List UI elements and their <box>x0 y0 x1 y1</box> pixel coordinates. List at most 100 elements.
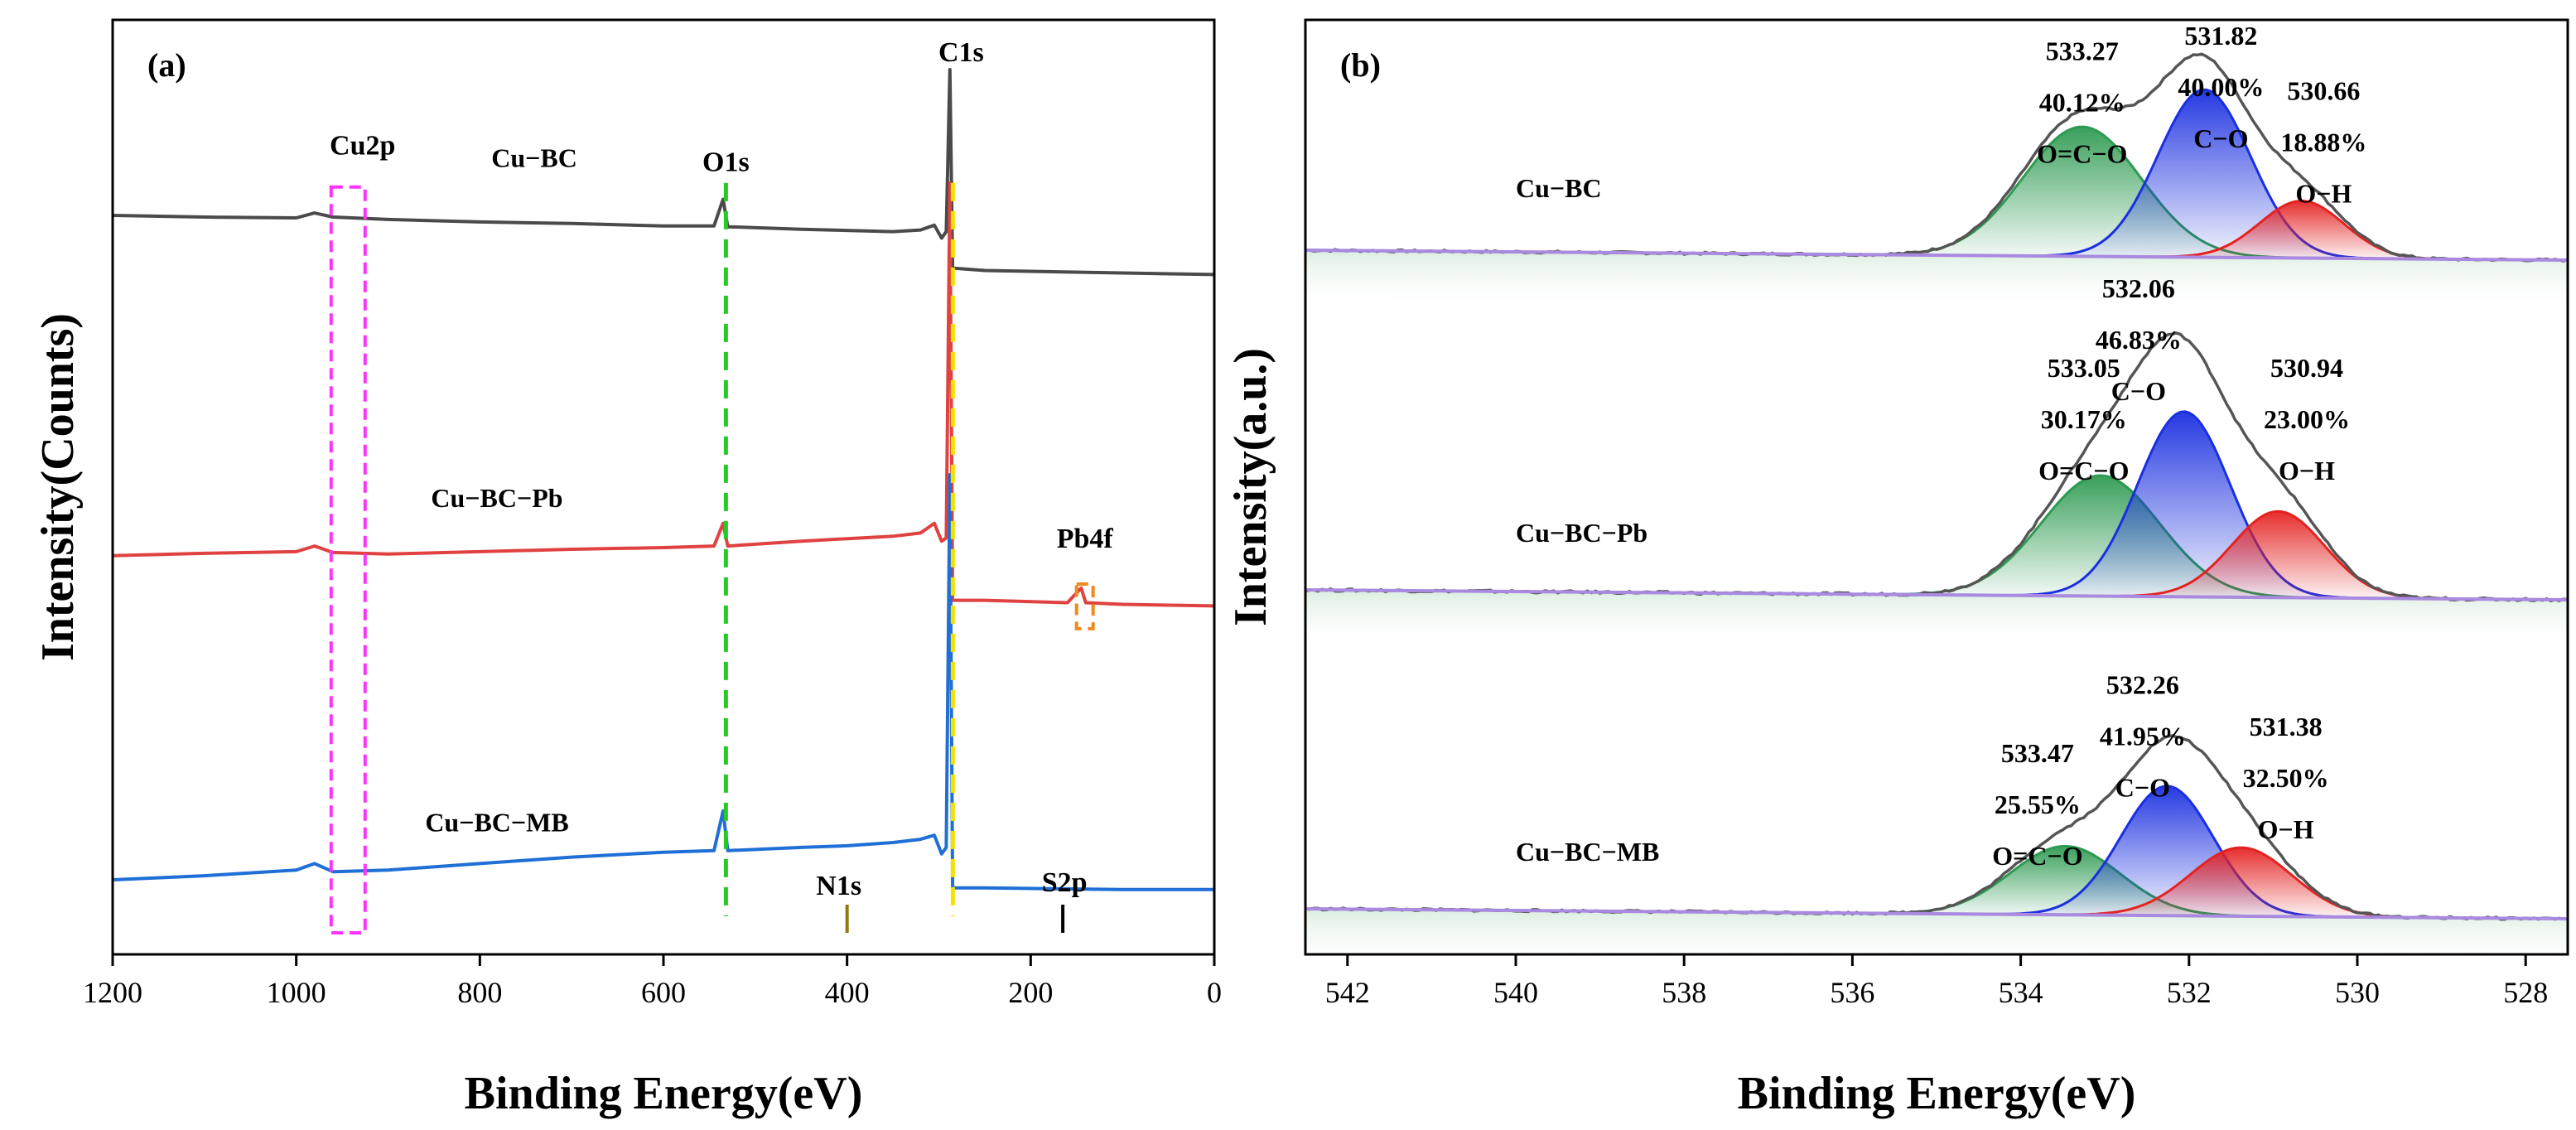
annotation-line: 23.00% <box>2264 404 2350 434</box>
peak-label-n1s: N1s <box>816 871 861 901</box>
envelope-line-cu-bc-pb <box>1305 331 2569 603</box>
fit-area-cu-bc-pb-o-h <box>2071 511 2484 600</box>
dashed-box-cu2p <box>329 185 367 934</box>
annotation-line: 533.47 <box>2001 738 2074 768</box>
fit-area-cu-bc-pb-o-c-o <box>1840 476 2366 599</box>
panel-b-x-tick-label: 542 <box>1325 976 1370 1009</box>
annotation-line: 25.55% <box>1995 790 2081 819</box>
annotation-line: O−H <box>2258 814 2314 844</box>
annotation-line: 530.94 <box>2270 353 2343 383</box>
annotation-cu-bc-mb-2: 531.38 32.50% O−H <box>2243 712 2329 844</box>
peak-label-cu2p: Cu2p <box>330 131 395 162</box>
annotation-line: 532.06 <box>2102 273 2175 303</box>
annotation-line: O=C−O <box>2038 456 2129 485</box>
peak-label-o1s: O1s <box>702 147 750 177</box>
annotation-line: 533.05 <box>2048 353 2120 383</box>
fit-area-cu-bc-o-h <box>2113 200 2488 260</box>
sample-label-cu-bc-pb: Cu−BC−Pb <box>1516 518 1647 548</box>
sample-haze-cu-bc-pb <box>1305 588 2568 650</box>
annotation-line: O−H <box>2279 456 2335 485</box>
panel-a-x-tick-label: 800 <box>457 976 502 1009</box>
annotation-cu-bc-0: 533.27 40.12% O=C−O <box>2037 36 2127 168</box>
panel-a-x-tick-label: 600 <box>641 976 686 1009</box>
series-line-cu-bc-mb <box>112 473 1214 891</box>
annotation-cu-bc-2: 530.66 18.88% O−H <box>2280 76 2366 209</box>
annotation-cu-bc-mb-1: 533.47 25.55% O=C−O <box>1992 738 2082 871</box>
panel-a-x-tick-label: 1000 <box>267 976 326 1009</box>
annotation-line: 32.50% <box>2243 763 2329 793</box>
panel-a-frame <box>111 18 1216 956</box>
panel-a-x-tick-label: 1200 <box>83 976 142 1009</box>
panel-a-label: (a) <box>147 46 186 84</box>
panel-b-x-tick-label: 530 <box>2335 976 2380 1009</box>
panel-b-x-tick-label: 532 <box>2167 976 2212 1009</box>
panel-a-x-ticks: 1200 1000 800 600 400 200 0 <box>83 954 1222 1009</box>
envelope-line-cu-bc-mb <box>1305 734 2569 921</box>
panel-a-x-tick-label: 0 <box>1207 976 1222 1009</box>
annotation-line: 40.12% <box>2039 87 2125 117</box>
panel-b-x-ticks: 542 540 538 536 534 532 530 528 <box>1325 954 2548 1009</box>
sample-label-cu-bc: Cu−BC <box>1516 173 1602 203</box>
panel-a-x-axis-title: Binding Energy(eV) <box>465 1068 863 1119</box>
fit-area-cu-bc-o-c-o <box>1818 127 2345 258</box>
panel-b-o1s-spectra: Cu−BC 533.27 40.12% O=C−O 531.82 40.00% C−O 530… <box>1225 18 2569 1119</box>
panel-b-x-tick-label: 528 <box>2503 976 2548 1009</box>
background-line-cu-bc-pb <box>1305 588 2569 601</box>
panel-a-series-group <box>112 68 1215 891</box>
annotation-line: C−O <box>2115 772 2170 802</box>
panel-a-x-tick-label: 200 <box>1008 976 1053 1009</box>
peak-label-pb4f: Pb4f <box>1057 524 1114 554</box>
peak-label-c1s: C1s <box>938 37 984 68</box>
panel-a-y-axis-title: Intensity(Counts) <box>32 313 84 661</box>
annotation-cu-bc-1: 531.82 40.00% C−O <box>2178 21 2264 153</box>
fit-area-cu-bc-mb-c-o <box>1961 785 2375 918</box>
annotation-line: 41.95% <box>2100 721 2186 751</box>
annotation-cu-bc-pb-0: 532.06 46.83% C−O <box>2096 273 2182 406</box>
annotation-line: 533.27 <box>2046 36 2119 65</box>
series-line-cu-bc <box>112 68 1215 277</box>
fit-area-cu-bc-c-o <box>2000 89 2412 259</box>
panel-a-x-tick-label: 400 <box>825 976 870 1009</box>
annotation-line: 18.88% <box>2280 128 2366 157</box>
panel-a-survey-spectra: Cu−BC Cu−BC−Pb Cu−BC−MB Cu2p O1s C1s N1s Pb4f S2… <box>32 18 1222 1119</box>
annotation-line: O=C−O <box>1992 841 2082 871</box>
annotation-line: 531.38 <box>2250 712 2323 741</box>
annotation-line: C−O <box>2111 376 2166 406</box>
panel-a-annotation-group: Cu−BC Cu−BC−Pb Cu−BC−MB Cu2p O1s C1s N1s Pb4f S2… <box>329 37 1114 934</box>
panel-b-label: (b) <box>1340 46 1381 84</box>
annotation-cu-bc-pb-2: 530.94 23.00% O−H <box>2264 353 2350 485</box>
annotation-line: 531.82 <box>2184 21 2257 51</box>
annotation-cu-bc-mb-0: 532.26 41.95% C−O <box>2100 669 2186 802</box>
panel-b-x-tick-label: 538 <box>1662 976 1706 1009</box>
annotation-cu-bc-pb-1: 533.05 30.17% O=C−O <box>2038 353 2129 485</box>
fit-area-cu-bc-mb-o-c-o <box>1822 846 2312 917</box>
annotation-line: C−O <box>2193 123 2248 153</box>
sample-label-cu-bc-mb: Cu−BC−MB <box>1516 837 1659 867</box>
annotation-line: 40.00% <box>2178 72 2264 102</box>
annotation-line: O=C−O <box>2037 138 2127 168</box>
annotation-line: 30.17% <box>2041 404 2127 434</box>
series-label-cu-bc-pb: Cu−BC−Pb <box>431 483 562 513</box>
background-line-cu-bc <box>1305 249 2569 262</box>
panel-b-frame <box>1304 18 2569 956</box>
series-label-cu-bc-mb: Cu−BC−MB <box>425 807 568 837</box>
fit-area-cu-bc-mb-o-h <box>2016 848 2467 918</box>
panel-b-x-axis-title: Binding Energy(eV) <box>1738 1068 2136 1119</box>
dashed-box-pb4f <box>1074 582 1095 630</box>
sample-haze-cu-bc <box>1305 249 2568 310</box>
peak-label-s2p: S2p <box>1042 867 1088 898</box>
fit-area-cu-bc-pb-c-o <box>1978 411 2391 599</box>
panel-a-plot-area: Cu−BC Cu−BC−Pb Cu−BC−MB Cu2p O1s C1s N1s Pb4f S2… <box>112 37 1215 934</box>
panel-b-y-axis-title: Intensity(a.u.) <box>1225 348 1276 626</box>
annotation-line: 530.66 <box>2287 76 2360 106</box>
background-line-cu-bc-mb <box>1305 907 2569 920</box>
envelope-line-cu-bc <box>1305 52 2569 263</box>
annotation-line: O−H <box>2295 179 2352 209</box>
series-label-cu-bc: Cu−BC <box>491 142 577 172</box>
panel-b-plot-area: Cu−BC 533.27 40.12% O=C−O 531.82 40.00% C−O 530… <box>1305 21 2569 968</box>
annotation-line: 46.83% <box>2096 325 2182 355</box>
panel-b-x-tick-label: 540 <box>1493 976 1538 1009</box>
series-line-cu-bc-pb <box>112 181 1215 608</box>
panel-b-x-tick-label: 534 <box>1999 976 2043 1009</box>
